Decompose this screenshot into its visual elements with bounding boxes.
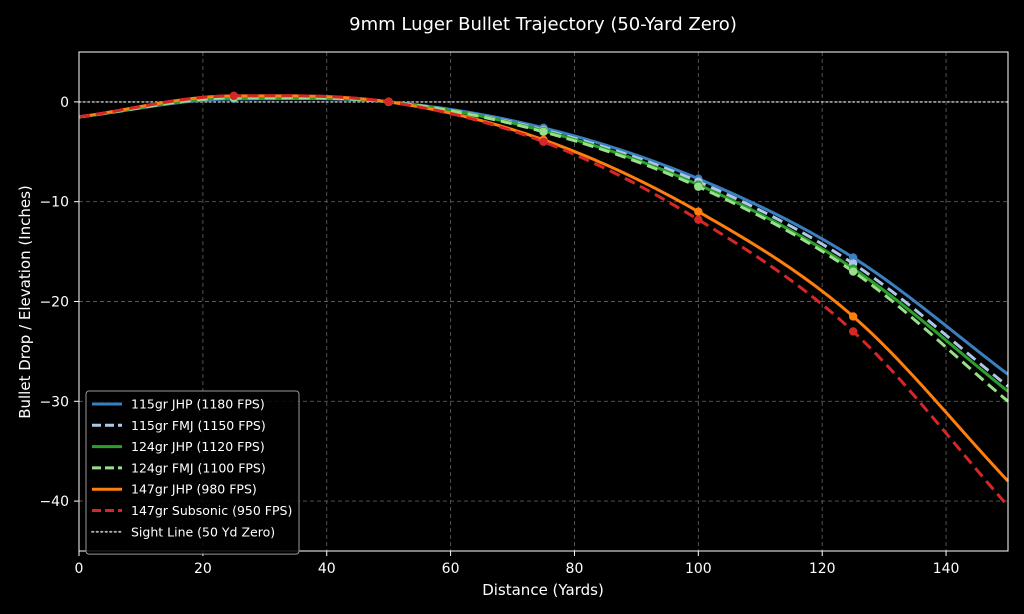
chart-title: 9mm Luger Bullet Trajectory (50-Yard Zer…	[349, 14, 737, 35]
series-marker-3	[539, 127, 548, 137]
legend-label: 115gr JHP (1180 FPS)	[131, 397, 265, 412]
y-tick-label: −10	[39, 195, 69, 211]
legend-box	[85, 390, 300, 555]
series-markers	[229, 91, 858, 336]
x-tick-label: 120	[809, 561, 836, 577]
legend-label: 124gr FMJ (1100 FPS)	[131, 460, 266, 475]
series-marker-3	[848, 267, 858, 276]
series-marker-5	[539, 137, 548, 147]
series-marker-5	[384, 97, 393, 107]
legend-label: 147gr Subsonic (950 FPS)	[131, 503, 292, 518]
series-marker-0	[848, 253, 858, 262]
legend: 115gr JHP (1180 FPS) 115gr FMJ (1150 FPS)…	[85, 390, 300, 555]
series-marker-4	[848, 312, 858, 321]
series-marker-4	[694, 207, 703, 216]
y-tick-label: −40	[39, 494, 69, 510]
y-axis-title: Bullet Drop / Elevation (Inches)	[16, 185, 34, 419]
y-tick-label: −30	[39, 394, 69, 410]
legend-label: Sight Line (50 Yd Zero)	[131, 524, 275, 539]
x-tick-label: 140	[933, 561, 960, 577]
y-tick-label: 0	[60, 95, 69, 111]
x-tick-label: 80	[566, 561, 584, 577]
legend-label: 147gr JHP (980 FPS)	[131, 482, 257, 497]
x-tick-label: 20	[194, 561, 212, 577]
series-marker-5	[848, 327, 858, 336]
x-axis-title: Distance (Yards)	[482, 581, 604, 599]
series-marker-5	[229, 91, 239, 101]
legend-label: 115gr FMJ (1150 FPS)	[131, 418, 266, 433]
y-axis-ticks: 0 −10 −20 −30 −40	[39, 95, 79, 510]
legend-label: 124gr JHP (1120 FPS)	[131, 439, 265, 454]
series-marker-5	[694, 215, 703, 224]
x-tick-label: 0	[75, 561, 84, 577]
x-axis-ticks: 0 20 40 60 80 100 120 140	[75, 551, 960, 577]
y-tick-label: −20	[39, 295, 69, 311]
series-marker-3	[694, 182, 703, 191]
x-tick-label: 40	[318, 561, 336, 577]
x-tick-label: 60	[442, 561, 460, 577]
x-tick-label: 100	[685, 561, 712, 577]
